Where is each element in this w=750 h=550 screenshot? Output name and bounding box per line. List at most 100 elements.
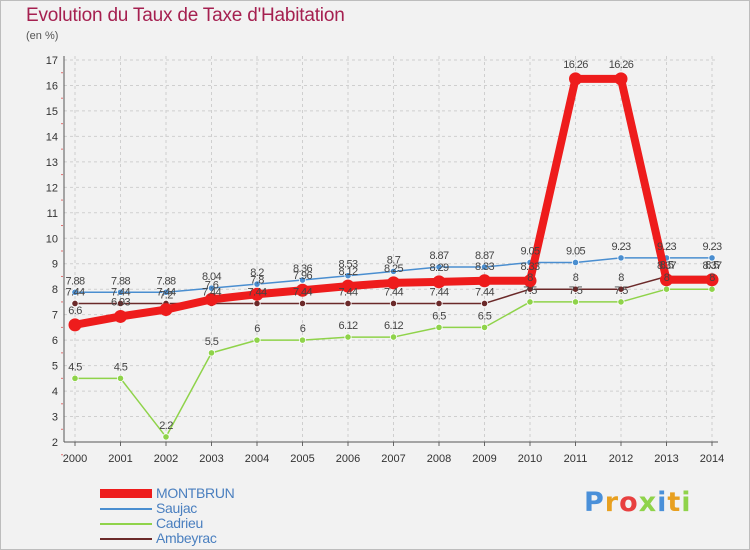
x-tick-label: 2009: [472, 453, 496, 465]
point-saujac: [571, 258, 580, 267]
legend-item-cadrieu[interactable]: Cadrieu: [100, 516, 234, 531]
point-ambeyrac: [435, 299, 443, 308]
legend-item-ambeyrac[interactable]: Ambeyrac: [100, 531, 234, 546]
logo-letter: i: [681, 487, 692, 518]
point-saujac: [207, 284, 216, 292]
point-saujac: [617, 254, 625, 262]
point-cadrieu: [526, 298, 534, 306]
point-ambeyrac: [71, 299, 79, 308]
y-tick-label: 4: [52, 386, 58, 398]
data-label-montbrun: 8.37: [657, 260, 676, 272]
point-saujac: [71, 288, 79, 296]
x-tick-label: 2007: [381, 453, 405, 465]
data-label-cadrieu: 7.5: [614, 285, 628, 297]
data-label-saujac: 7.88: [156, 275, 175, 287]
data-label-cadrieu: 7.5: [569, 285, 583, 297]
point-montbrun: [296, 283, 309, 297]
y-tick-label: 10: [46, 233, 58, 245]
y-tick-label: 17: [46, 55, 58, 67]
legend: MONTBRUN Saujac Cadrieu Ambeyrac: [100, 485, 235, 546]
point-saujac: [480, 263, 489, 271]
data-label-montbrun: 7.96: [293, 270, 312, 282]
x-tick-label: 2008: [427, 453, 451, 465]
x-tick-label: 2003: [199, 453, 223, 465]
point-cadrieu: [617, 298, 625, 306]
point-ambeyrac: [116, 299, 125, 308]
data-label-cadrieu: 7.5: [523, 285, 537, 297]
data-label-montbrun: 8.25: [384, 263, 403, 275]
data-label-cadrieu: 4.5: [68, 361, 82, 373]
data-label-saujac: 8.7: [387, 254, 401, 266]
x-tick-label: 2004: [245, 453, 269, 465]
legend-label-ambeyrac: Ambeyrac: [156, 530, 217, 546]
data-label-ambeyrac: 7.44: [111, 286, 130, 298]
y-tick-label: 15: [46, 106, 58, 118]
y-tick-label: 12: [46, 182, 58, 194]
y-tick-label: 11: [47, 208, 58, 220]
point-saujac: [162, 288, 170, 296]
data-label-cadrieu: 6.12: [384, 320, 403, 332]
data-label-saujac: 9.23: [657, 241, 676, 253]
point-ambeyrac: [344, 299, 352, 308]
x-tick-label: 2012: [609, 453, 633, 465]
point-montbrun: [705, 273, 719, 287]
point-ambeyrac: [480, 299, 489, 308]
y-tick-label: 3: [52, 412, 58, 424]
data-label-ambeyrac: 7.44: [65, 286, 84, 298]
data-label-saujac: 9.23: [702, 241, 721, 253]
data-label-saujac: 8.87: [475, 250, 494, 262]
point-cadrieu: [207, 349, 216, 357]
axes: 2 3 4 5 6 7 8 9 10 11 12 13 14 15 16 17 2000 2001 2002 2003…: [46, 55, 724, 465]
point-montbrun: [432, 275, 446, 289]
data-label-montbrun: 7.6: [205, 279, 219, 291]
data-label-ambeyrac: 8.5: [705, 259, 719, 271]
point-cadrieu: [71, 374, 79, 382]
data-label-ambeyrac: 7.44: [338, 286, 357, 298]
data-label-montbrun: 16.26: [609, 59, 634, 71]
point-montbrun: [569, 72, 582, 86]
data-label-ambeyrac: 7.44: [202, 286, 221, 298]
y-tick-label: 6: [52, 335, 58, 347]
legend-item-montbrun[interactable]: MONTBRUN: [100, 485, 235, 501]
data-label-saujac: 9.23: [611, 241, 630, 253]
data-label-cadrieu: 4.5: [114, 361, 128, 373]
legend-label-montbrun: MONTBRUN: [156, 485, 235, 501]
logo-letter: P: [584, 487, 605, 518]
data-label-ambeyrac: 8: [527, 272, 533, 284]
data-label-saujac: 7.88: [111, 275, 130, 287]
logo-letter: o: [619, 487, 639, 518]
x-tick-label: 2014: [700, 453, 724, 465]
x-tick-label: 2006: [336, 453, 360, 465]
data-label-ambeyrac: 8.5: [660, 259, 674, 271]
y-tick-label: 13: [46, 157, 58, 169]
proxiti-logo[interactable]: Proxiti: [584, 487, 692, 518]
point-montbrun: [159, 303, 173, 317]
point-cadrieu: [162, 433, 170, 441]
x-tick-label: 2001: [108, 453, 132, 465]
legend-item-saujac[interactable]: Saujac: [100, 501, 234, 516]
point-cadrieu: [571, 298, 580, 306]
logo-letter: r: [604, 487, 620, 518]
plot-area: [64, 56, 718, 442]
point-montbrun: [114, 309, 127, 323]
point-saujac: [708, 254, 716, 262]
x-tick-label: 2013: [654, 453, 678, 465]
x-tick-label: 2000: [63, 453, 87, 465]
y-tick-label: 16: [46, 80, 58, 92]
data-label-ambeyrac: 8: [573, 272, 579, 284]
data-label-cadrieu: 8: [664, 272, 670, 284]
y-axis-unit: (en %): [26, 30, 59, 42]
y-tick-label: 5: [52, 361, 58, 373]
point-montbrun: [387, 276, 400, 290]
point-cadrieu: [116, 374, 125, 382]
point-cadrieu: [662, 285, 671, 293]
point-montbrun: [660, 273, 673, 287]
point-ambeyrac: [389, 299, 398, 308]
y-tick-label: 2: [52, 437, 58, 449]
legend-label-cadrieu: Cadrieu: [156, 515, 203, 531]
data-label-ambeyrac: 7.44: [247, 286, 266, 298]
point-cadrieu: [344, 333, 352, 341]
data-label-montbrun: 6.6: [68, 305, 82, 317]
legend-label-saujac: Saujac: [156, 500, 198, 516]
data-label-ambeyrac: 7.44: [293, 286, 312, 298]
